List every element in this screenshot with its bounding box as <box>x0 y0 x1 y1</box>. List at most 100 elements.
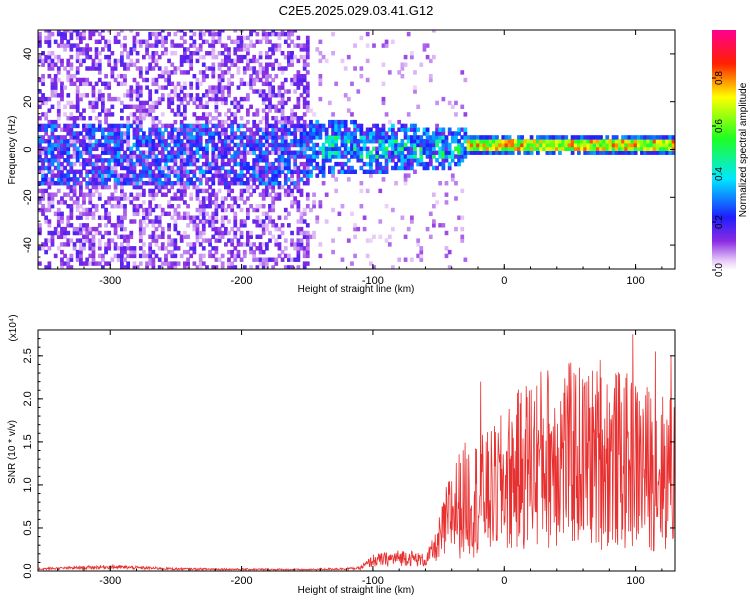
spectrogram-cell <box>350 261 354 266</box>
spectrogram-cell <box>164 127 168 132</box>
spectrogram-cell <box>173 238 178 243</box>
spectrogram-cell <box>246 211 250 217</box>
spectrogram-cell <box>60 31 64 37</box>
spectrogram-cell <box>271 116 276 121</box>
spectrogram-cell <box>233 196 238 201</box>
spectrogram-cell <box>56 200 61 205</box>
spectrogram-cell <box>378 188 383 194</box>
spectrogram-cell <box>189 242 194 247</box>
spectrogram-cell <box>283 173 288 178</box>
spectrogram-cell <box>123 192 127 197</box>
spectrogram-cell <box>189 85 194 90</box>
spectrogram-cell <box>116 139 121 144</box>
spectrogram-cell <box>154 158 159 163</box>
spectrogram-cell <box>167 96 171 102</box>
spectrogram-cell <box>646 146 651 152</box>
spectrogram-cell <box>186 234 190 240</box>
spectrogram-cell <box>138 192 143 197</box>
spectrogram-cell <box>50 158 55 163</box>
spectrogram-cell <box>447 100 452 106</box>
snr-y-multiplier: (x10⁴) <box>8 314 19 341</box>
spectrogram-cell <box>365 253 370 259</box>
spectrogram-cell <box>539 142 543 148</box>
spectrogram-cell <box>179 165 184 171</box>
spectrogram-cell <box>463 135 468 140</box>
spectrogram-cell <box>47 204 52 209</box>
spectrogram-cell <box>56 165 61 171</box>
spectrogram-cell <box>97 181 102 186</box>
spectrogram-cell <box>41 211 45 217</box>
spectrogram-cell <box>132 219 137 224</box>
spectrogram-cell <box>460 188 465 194</box>
spectrogram-cell <box>173 119 178 125</box>
spectrogram-cell <box>227 184 231 190</box>
spectrogram-cell <box>129 165 134 171</box>
spectrogram-cell <box>246 81 250 87</box>
spectrogram-cell <box>101 131 105 136</box>
spectrogram-cell <box>129 51 134 56</box>
spectrogram-cell <box>595 150 600 155</box>
spectrogram-cell <box>239 173 244 178</box>
spectrogram-cell <box>318 204 323 209</box>
spectrogram-cell <box>365 31 370 37</box>
spectrogram-cell <box>454 181 458 186</box>
spectrogram-cell <box>479 146 484 152</box>
spectrogram-cell <box>85 158 90 163</box>
spectrogram-cell <box>63 181 67 186</box>
spectrogram-cell <box>38 58 42 64</box>
spectrogram-cell <box>88 207 93 213</box>
spectrogram-cell <box>170 196 175 201</box>
spectrogram-cell <box>277 184 282 190</box>
spectrogram-cell <box>400 74 405 79</box>
spectrogram-cell <box>208 169 212 175</box>
spectrogram-cell <box>419 161 424 167</box>
spectrogram-cell <box>41 150 45 155</box>
spectrogram-cell <box>79 35 83 41</box>
spectrogram-cell <box>378 219 383 224</box>
spectrogram-cell <box>214 204 219 209</box>
spectrogram-cell <box>38 223 42 228</box>
spectrogram-cell <box>435 200 439 205</box>
spectrogram-cell <box>233 173 238 178</box>
colorbar: 0.00.20.40.60.8 Normalized spectral ampl… <box>712 30 749 277</box>
spectrogram-cell <box>126 265 131 269</box>
spectrogram-cell <box>444 200 449 205</box>
spectrogram-cell <box>151 108 156 113</box>
spectrogram-cell <box>592 142 597 148</box>
spectrogram-cell <box>296 150 301 155</box>
spectrogram-cell <box>239 43 244 48</box>
spectrogram-cell <box>44 219 49 224</box>
spectrogram-cell <box>75 139 80 144</box>
spectrogram-cell <box>192 123 197 129</box>
spectrogram-cell <box>183 150 187 155</box>
spectrogram-cell <box>198 146 203 152</box>
spectrogram-cell <box>365 131 370 136</box>
spectrogram-cell <box>501 150 506 155</box>
spectrogram-cell <box>148 150 153 155</box>
spectrogram-cell <box>227 93 231 98</box>
spectrogram-cell <box>230 39 235 45</box>
spectrogram-cell <box>239 96 244 102</box>
spectrogram-cell <box>157 165 162 171</box>
spectrogram-cell <box>47 200 52 205</box>
spectrogram-cell <box>186 265 190 269</box>
spectrogram-cell <box>176 146 181 152</box>
spectrogram-cell <box>201 226 206 232</box>
spectrogram-cell <box>305 161 310 167</box>
spectrogram-cell <box>91 154 96 159</box>
spectrogram-cell <box>450 131 455 136</box>
spectrogram-cell <box>400 127 405 132</box>
spectrogram-cell <box>220 139 225 144</box>
spectrogram-cell <box>287 161 291 167</box>
spectrogram-cell <box>69 47 74 52</box>
spectrogram-cell <box>630 142 635 148</box>
spectrogram-cell <box>101 215 105 220</box>
spectrogram-cell <box>97 123 102 129</box>
spectrogram-cell <box>75 47 80 52</box>
spectrogram-cell <box>350 119 354 125</box>
spectrogram-cell <box>179 123 184 129</box>
spectrogram-cell <box>79 211 83 217</box>
spectrogram-cell <box>198 204 203 209</box>
spectrogram-cell <box>305 261 310 266</box>
spectrogram-cell <box>425 154 430 159</box>
